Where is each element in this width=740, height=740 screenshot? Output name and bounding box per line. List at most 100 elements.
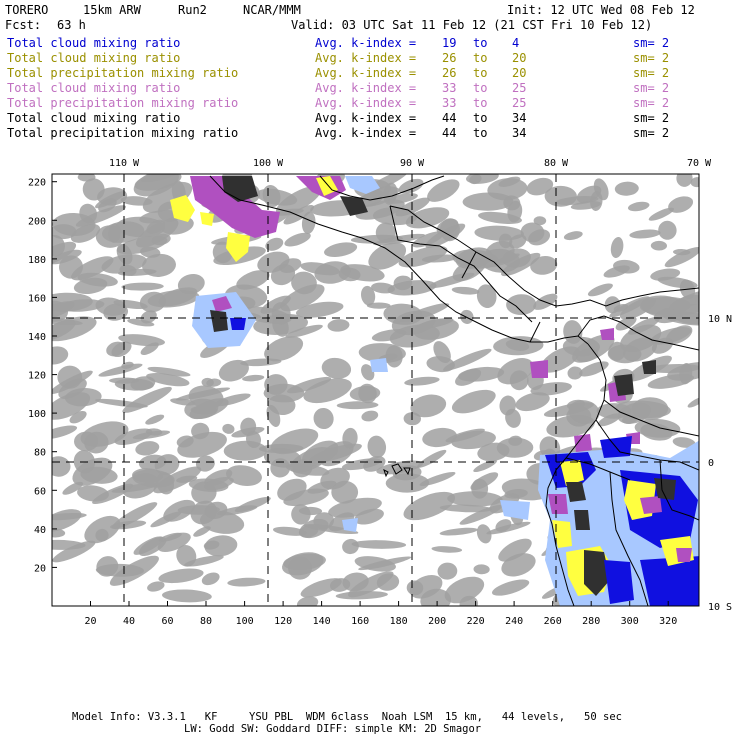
cloud-blob bbox=[204, 535, 238, 557]
yellow-area bbox=[226, 232, 250, 262]
lat-label-10s: 10 S bbox=[708, 602, 732, 613]
cloud-blob bbox=[631, 397, 669, 421]
cloud-blob bbox=[687, 396, 699, 408]
cloud-blob bbox=[676, 174, 693, 187]
legend-field-name: Total precipitation mixing ratio bbox=[7, 126, 239, 140]
purple-area bbox=[600, 328, 614, 340]
legend-to-word: to bbox=[473, 126, 488, 140]
y-tick-label: 20 bbox=[34, 563, 46, 574]
cloud-blob bbox=[52, 539, 86, 550]
cloud-blob bbox=[664, 247, 699, 268]
cloud-blob bbox=[610, 237, 624, 258]
legend-kindex-label: Avg. k-index = bbox=[315, 111, 417, 125]
cloud-blob bbox=[301, 211, 316, 234]
dark-area bbox=[210, 310, 228, 332]
dark-area bbox=[654, 478, 676, 500]
blue-area bbox=[345, 176, 380, 194]
legend-row: Total precipitation mixing ratio Avg. k-i… bbox=[7, 126, 737, 141]
model-info-line1: Model Info: V3.3.1 KF YSU PBL WDM 6class… bbox=[72, 711, 622, 723]
graticule bbox=[52, 174, 699, 606]
cloud-blob bbox=[486, 521, 531, 535]
lon-label-90w: 90 W bbox=[400, 158, 425, 169]
border-south-america bbox=[565, 399, 699, 606]
cloud-blob bbox=[176, 544, 197, 567]
cloud-blob bbox=[455, 247, 493, 269]
dark-area bbox=[642, 360, 656, 374]
cloud-blob bbox=[563, 231, 583, 241]
cloud-blob bbox=[284, 232, 311, 247]
legend-smoothing: sm= 2 bbox=[633, 96, 670, 110]
cloud-blob bbox=[437, 562, 458, 580]
cloud-blob bbox=[614, 181, 639, 196]
purple-area bbox=[676, 548, 692, 562]
cloud-blob bbox=[474, 225, 524, 241]
y-tick-label: 180 bbox=[28, 255, 46, 266]
lon-label-80w: 80 W bbox=[544, 158, 569, 169]
x-tick-label: 60 bbox=[161, 616, 173, 627]
x-tick-label: 200 bbox=[428, 616, 446, 627]
precip-shading-color bbox=[170, 176, 699, 606]
cloud-blob bbox=[52, 456, 71, 477]
cloud-blob bbox=[283, 553, 326, 571]
legend-kindex-to: 25 bbox=[512, 81, 527, 95]
x-tick-label: 300 bbox=[621, 616, 639, 627]
cloud-blob bbox=[368, 242, 407, 270]
cloud-blob bbox=[203, 477, 234, 491]
cloud-blob bbox=[509, 370, 529, 391]
cloud-blob bbox=[590, 191, 603, 211]
cloud-blob bbox=[502, 248, 531, 268]
cloud-blob bbox=[487, 178, 528, 201]
legend-smoothing: sm= 2 bbox=[633, 111, 670, 125]
field-shading bbox=[52, 174, 699, 606]
cloud-blob bbox=[403, 491, 456, 521]
y-tick-label: 220 bbox=[28, 178, 46, 189]
cloud-blob bbox=[176, 475, 198, 483]
cloud-blob bbox=[184, 555, 224, 567]
cloud-blob bbox=[300, 262, 340, 276]
cloud-blob bbox=[336, 401, 379, 410]
init-time: Init: 12 UTC Wed 08 Feb 12 bbox=[507, 3, 695, 17]
cloud-blob bbox=[505, 408, 521, 428]
cloud-blob bbox=[650, 268, 681, 281]
cloud-blob bbox=[117, 268, 157, 276]
cloud-blob bbox=[52, 528, 66, 538]
cloud-blob bbox=[389, 324, 440, 348]
legend-kindex-to: 25 bbox=[512, 96, 527, 110]
cloud-blob bbox=[127, 318, 155, 327]
cloud-blob bbox=[94, 398, 148, 408]
legend-kindex-label: Avg. k-index = bbox=[315, 36, 417, 50]
yellow-area bbox=[200, 212, 214, 226]
cloud-blob bbox=[275, 185, 322, 216]
legend-kindex-to: 20 bbox=[512, 51, 527, 65]
legend-kindex-label: Avg. k-index = bbox=[315, 96, 417, 110]
legend-to-word: to bbox=[473, 111, 488, 125]
cloud-blob bbox=[177, 273, 205, 295]
cloud-blob bbox=[226, 465, 262, 486]
x-tick-label: 260 bbox=[544, 616, 562, 627]
cloud-blob bbox=[77, 174, 96, 182]
cloud-blob bbox=[476, 284, 497, 309]
cloud-blob bbox=[361, 364, 375, 381]
x-tick-label: 20 bbox=[84, 616, 96, 627]
cloud-blob bbox=[96, 556, 119, 577]
purple-area bbox=[212, 296, 232, 312]
cloud-blob bbox=[422, 427, 457, 448]
cloud-blob bbox=[132, 468, 164, 483]
cloud-blob bbox=[298, 506, 323, 516]
cloud-blob bbox=[201, 572, 220, 586]
cloud-blob bbox=[470, 472, 499, 491]
legend-field-name: Total precipitation mixing ratio bbox=[7, 66, 239, 80]
longitude-labels: 110 W 100 W 90 W 80 W 70 W bbox=[109, 158, 712, 169]
x-tick-label: 100 bbox=[236, 616, 254, 627]
cloud-blob bbox=[146, 219, 166, 234]
forecast-hour: 63 h bbox=[57, 18, 86, 32]
cloud-blob bbox=[459, 505, 503, 525]
legend-to-word: to bbox=[473, 36, 488, 50]
cloud-blob bbox=[367, 435, 387, 458]
y-tick-label: 200 bbox=[28, 216, 46, 227]
cloud-blob bbox=[350, 234, 403, 244]
cloud-blob bbox=[110, 520, 147, 530]
cloud-blob bbox=[498, 538, 532, 562]
blue-area bbox=[342, 518, 358, 532]
cloud-blob bbox=[615, 316, 637, 331]
